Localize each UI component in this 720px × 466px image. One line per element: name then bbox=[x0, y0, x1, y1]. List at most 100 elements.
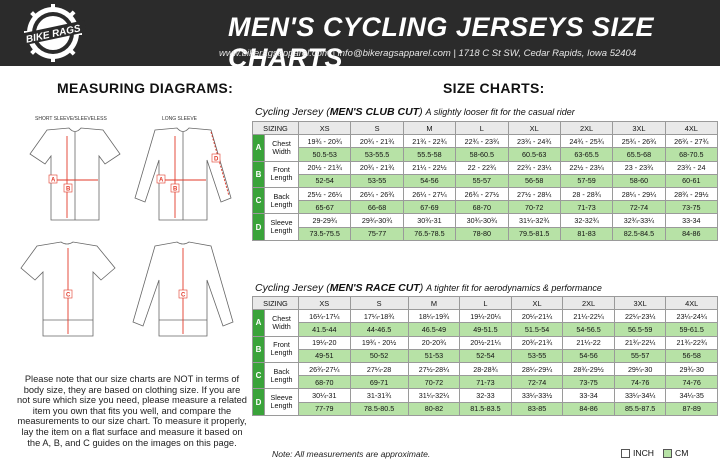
inch-cell: 17¼-18¾ bbox=[349, 309, 409, 324]
club-cut-title: Cycling Jersey (MEN'S CLUB CUT) A slight… bbox=[255, 106, 575, 118]
measure-letter: D bbox=[252, 213, 265, 241]
measure-letter: A bbox=[252, 309, 265, 337]
cm-cell: 51-53 bbox=[407, 348, 461, 363]
cm-cell: 41.5-44 bbox=[298, 322, 351, 337]
inch-cell: 28 - 28¾ bbox=[559, 186, 614, 202]
inch-cell: 26¾ - 27½ bbox=[455, 186, 509, 202]
cm-cell: 72-74 bbox=[510, 375, 564, 390]
cm-row: 50.5-53 53-55.5 55.5-58 58-60.5 60.5-63 63-65… bbox=[253, 147, 719, 162]
cm-cell: 87-89 bbox=[665, 401, 718, 416]
inch-cell: 19¾ - 20½ bbox=[349, 335, 409, 350]
table-header-row: SIZING XS S M L XL 2XL 3XL 4XL bbox=[252, 120, 719, 136]
cm-cell: 73-75 bbox=[664, 200, 719, 215]
inch-cell: 33¼-33½ bbox=[510, 388, 564, 403]
cm-swatch bbox=[663, 448, 673, 458]
cm-cell: 68-70.5 bbox=[664, 147, 719, 162]
inch-cell: 29-29¾ bbox=[297, 213, 352, 228]
inch-cell: 21¾-22¾ bbox=[665, 335, 718, 350]
cm-cell: 78.5-80.5 bbox=[349, 401, 409, 416]
cm-cell: 46.5-49 bbox=[407, 322, 461, 337]
column-header: SIZING bbox=[252, 295, 299, 311]
column-header: 3XL bbox=[612, 120, 666, 136]
inch-cell: 22¾ - 23¼ bbox=[507, 160, 561, 175]
inch-cell: 20¾ - 21¾ bbox=[350, 160, 404, 175]
inch-cell: 27½ - 28¼ bbox=[507, 186, 561, 202]
cm-cell: 81-83 bbox=[559, 226, 614, 241]
cm-cell: 73.5-75.5 bbox=[297, 226, 352, 241]
inch-cell: 22½ - 23¼ bbox=[559, 160, 614, 175]
measure-name: Front Length bbox=[264, 160, 299, 188]
cm-cell: 67-69 bbox=[402, 200, 457, 215]
club-cut-subtitle: A slightly looser fit for the casual rid… bbox=[425, 107, 575, 117]
inch-cell: 23¾ - 24¾ bbox=[507, 134, 561, 149]
inch-cell: 26¾ - 27¾ bbox=[664, 134, 719, 149]
inch-cell: 31¼-32¾ bbox=[507, 213, 561, 228]
cm-cell: 85.5-87.5 bbox=[613, 401, 667, 416]
table-header-row: SIZING XS S M L XL 2XL 3XL 4XL bbox=[252, 295, 718, 311]
long-sleeve-label: LONG SLEEVE bbox=[162, 116, 198, 122]
inch-label: INCH bbox=[633, 448, 655, 458]
cm-cell: 58-60 bbox=[612, 173, 666, 188]
inch-cell: 28¾-29½ bbox=[562, 361, 615, 377]
club-cut-table: SIZING XS S M L XL 2XL 3XL 4XL A Chest Width 19¾ - 2… bbox=[252, 120, 719, 241]
cm-cell: 84-86 bbox=[562, 401, 615, 416]
inch-cell: 32¾-33¼ bbox=[612, 213, 666, 228]
measure-name: Back Length bbox=[264, 186, 299, 215]
column-header: L bbox=[459, 295, 512, 311]
cm-cell: 57-59 bbox=[559, 173, 614, 188]
inch-cell: 28¼-29¼ bbox=[510, 361, 564, 377]
cm-cell: 80-82 bbox=[407, 401, 461, 416]
inch-cell: 20¾-21¾ bbox=[510, 335, 564, 350]
diagram-markers: A B C A B D C bbox=[48, 153, 221, 299]
inch-cell: 29¾-30¾ bbox=[350, 213, 404, 228]
cm-cell: 50.5-53 bbox=[297, 147, 352, 162]
cm-row: 73.5-75.5 75-77 76.5-78.5 78-80 79.5-81.5 81-… bbox=[253, 226, 719, 241]
inch-cell: 23¼-24¼ bbox=[665, 309, 718, 324]
svg-text:D: D bbox=[214, 157, 219, 163]
inch-row: D Sleeve Length 30¼-31 31-31¾ 31¼-32¼ 32-33 33¼… bbox=[252, 388, 718, 416]
measure-name: Back Length bbox=[264, 361, 299, 390]
svg-text:A: A bbox=[51, 178, 56, 184]
inch-row: B Front Length 20½ - 21¾ 20¾ - 21¾ 21¼ - 22½ 2… bbox=[252, 160, 719, 188]
cm-row: 77-79 78.5-80.5 80-82 81.5-83.5 83-85 84-86 85… bbox=[253, 401, 718, 416]
cm-cell: 81.5-83.5 bbox=[459, 401, 512, 416]
inch-cell: 34¼-35 bbox=[665, 388, 718, 403]
cm-cell: 49-51 bbox=[298, 348, 351, 363]
cm-cell: 74-76 bbox=[665, 375, 718, 390]
measure-name: Front Length bbox=[264, 335, 299, 363]
approximation-note: Note: All measurements are approximate. bbox=[272, 449, 431, 459]
inch-cell: 25¾ - 26¾ bbox=[612, 134, 666, 149]
measure-name: Sleeve Length bbox=[264, 388, 299, 416]
inch-cell: 19¼-20¼ bbox=[459, 309, 512, 324]
inch-cell: 30¼-31 bbox=[298, 388, 351, 403]
cm-cell: 65.5-68 bbox=[612, 147, 666, 162]
short-sleeve-label: SHORT SLEEVE/SLEEVELESS bbox=[35, 116, 107, 122]
cm-cell: 65-67 bbox=[297, 200, 352, 215]
column-header: 4XL bbox=[665, 295, 718, 311]
cm-row: 65-67 66-68 67-69 68-70 70-72 71-73 72-74 73-75 bbox=[253, 200, 719, 215]
column-header: M bbox=[402, 120, 457, 136]
inch-cell: 29¼-30 bbox=[613, 361, 667, 377]
cm-cell: 58-60.5 bbox=[455, 147, 509, 162]
inch-cell: 30¾-30¾ bbox=[455, 213, 509, 228]
inch-row: B Front Length 19¼-20 19¾ - 20½ 20-20¾ 20½-21¼… bbox=[252, 335, 718, 363]
cm-cell: 63-65.5 bbox=[559, 147, 614, 162]
inch-cell: 20½ - 21¾ bbox=[297, 160, 352, 175]
inch-cell: 24¾ - 25¾ bbox=[559, 134, 614, 149]
column-header: SIZING bbox=[252, 120, 299, 136]
inch-cell: 20-20¾ bbox=[407, 335, 461, 350]
sizing-note: Please note that our size charts are NOT… bbox=[17, 374, 247, 448]
inch-swatch bbox=[621, 448, 630, 458]
inch-cell: 32-32¾ bbox=[559, 213, 614, 228]
cm-cell: 44-46.5 bbox=[349, 322, 409, 337]
cm-cell: 73-75 bbox=[562, 375, 615, 390]
column-header: XS bbox=[298, 295, 351, 311]
cm-cell: 82.5-84.5 bbox=[612, 226, 666, 241]
svg-text:C: C bbox=[181, 293, 186, 299]
inch-cell: 20¼-21¼ bbox=[510, 309, 564, 324]
measure-name: Chest Width bbox=[264, 309, 299, 337]
inch-cell: 33-34 bbox=[562, 388, 615, 403]
cm-cell: 54-56 bbox=[402, 173, 457, 188]
cm-cell: 71-73 bbox=[559, 200, 614, 215]
inch-cell: 21¾-22¼ bbox=[613, 335, 667, 350]
